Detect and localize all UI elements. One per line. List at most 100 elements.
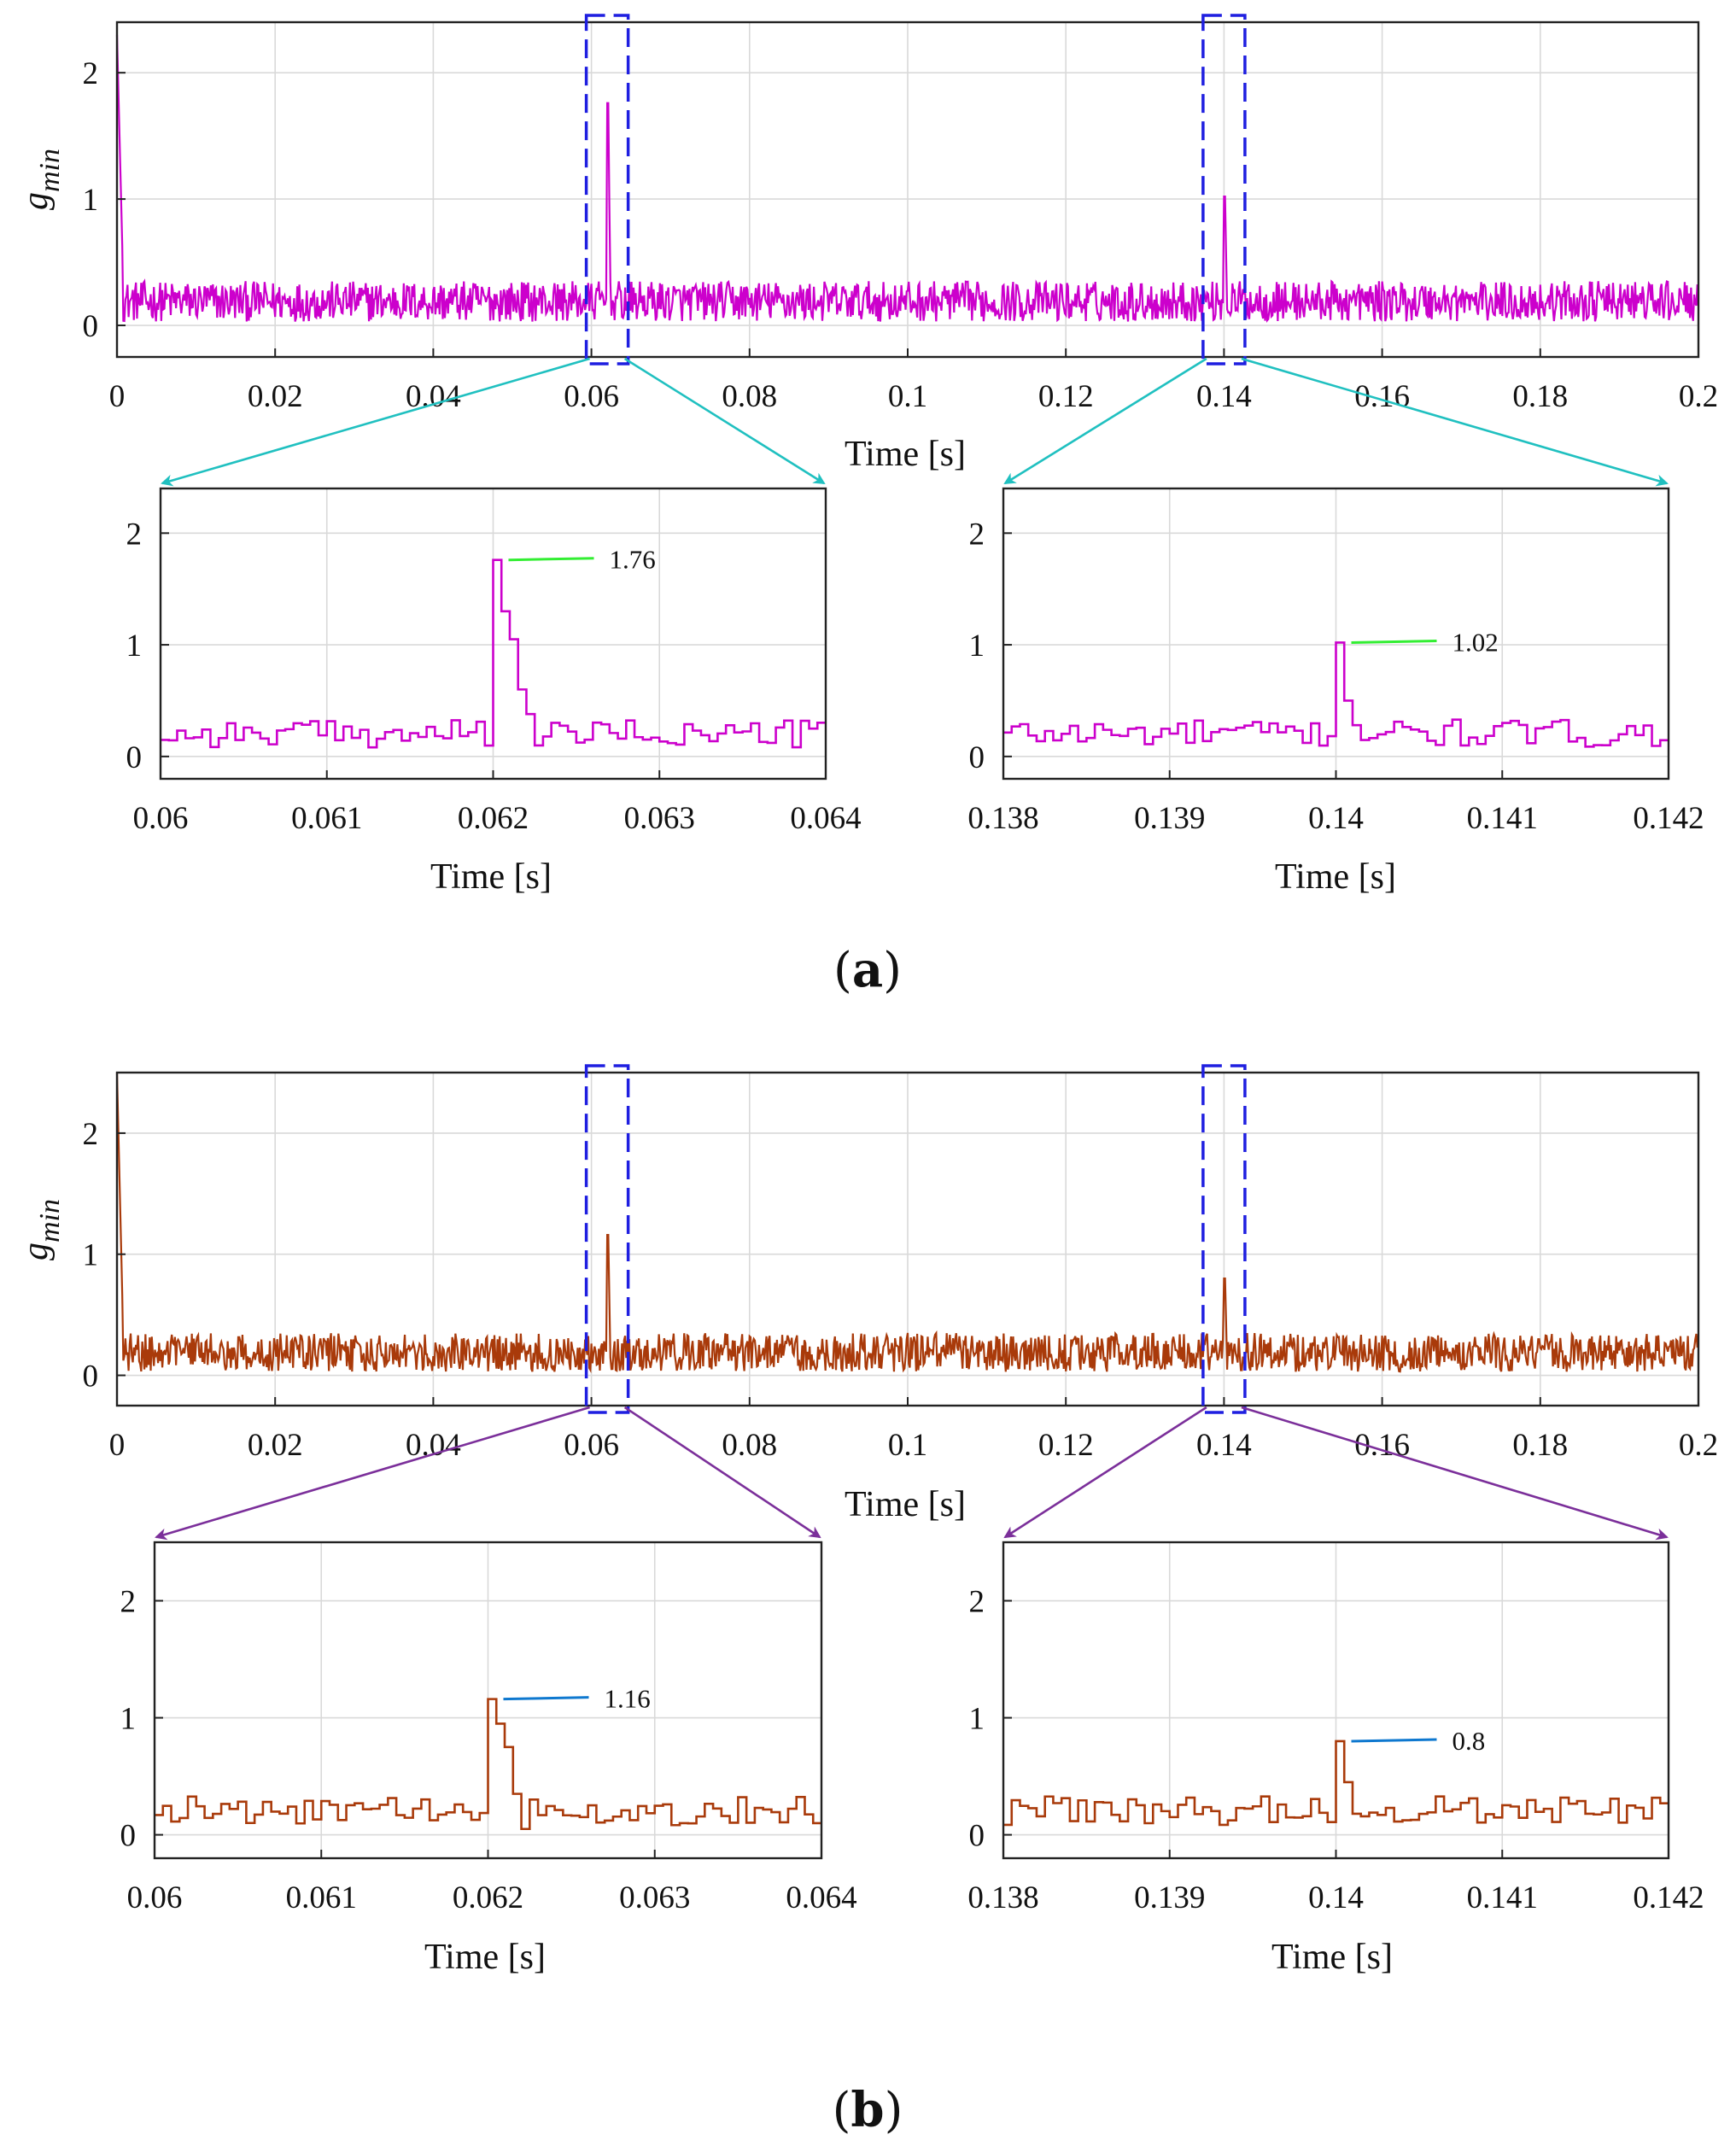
x-tick-label: 0.2	[1679, 1428, 1718, 1463]
zoom-arrow-b	[155, 1406, 590, 1541]
trace-b-zoom2	[1003, 1740, 1669, 1827]
x-tick-label: 0.14	[1308, 801, 1364, 836]
x-tick-label: 0.141	[1467, 1880, 1538, 1915]
x-tick-label: 0.063	[624, 801, 695, 836]
zoom-box-b	[1201, 1064, 1247, 1414]
x-tick-label: 0.18	[1512, 379, 1568, 414]
trace-b-zoom1	[155, 1698, 821, 1831]
x-tick-label: 0.12	[1038, 379, 1094, 414]
y-tick-label: 2	[83, 56, 99, 91]
y-tick-label: 2	[126, 517, 143, 552]
x-tick-label: 0.064	[790, 801, 861, 836]
zoom-box-a	[584, 14, 630, 365]
x-tick-label: 0.2	[1679, 379, 1718, 414]
peak-annotation: 1.16	[605, 1684, 651, 1714]
x-tick-label: 0.14	[1196, 1428, 1252, 1463]
x-tick-label: 0.06	[564, 1428, 619, 1463]
y-tick-label: 0	[83, 309, 99, 344]
y-tick-label: 0	[969, 740, 985, 775]
x-tick-label: 0.1	[888, 1428, 927, 1463]
x-tick-label: 0.1	[888, 379, 927, 414]
x-tick-label: 0.062	[453, 1880, 523, 1915]
x-tick-label: 0.08	[722, 1428, 777, 1463]
y-tick-label: 0	[126, 740, 143, 775]
x-axis-label-a-zoom2: Time [s]	[1275, 857, 1396, 897]
x-tick-label: 0.14	[1196, 379, 1252, 414]
y-tick-label: 0	[969, 1819, 985, 1854]
y-tick-label: 1	[126, 629, 143, 664]
zoom-arrow-b	[623, 1406, 821, 1539]
x-tick-label: 0.18	[1512, 1428, 1568, 1463]
traces-layer	[115, 34, 1700, 1831]
x-tick-label: 0.138	[967, 801, 1038, 836]
x-tick-label: 0	[109, 1428, 126, 1463]
y-axis-label-b: gmin	[16, 1199, 66, 1260]
y-tick-label: 2	[969, 517, 985, 552]
annotation-leader	[1351, 639, 1437, 644]
y-axis-label-a: gmin	[16, 149, 66, 210]
axes-frame-b-main	[115, 1071, 1700, 1407]
x-tick-label: 0.063	[619, 1880, 690, 1915]
x-tick-label: 0.139	[1134, 1880, 1205, 1915]
x-tick-label: 0.12	[1038, 1428, 1094, 1463]
x-tick-label: 0	[109, 379, 126, 414]
y-tick-label: 0	[120, 1819, 137, 1854]
peak-annotation: 1.76	[610, 545, 656, 575]
y-tick-label: 1	[83, 1238, 99, 1273]
x-axis-label-a-main: Time [s]	[845, 435, 966, 474]
x-tick-label: 0.06	[564, 379, 619, 414]
annotation-leader	[503, 1696, 589, 1701]
x-tick-label: 0.06	[133, 801, 189, 836]
x-tick-label: 0.06	[127, 1880, 183, 1915]
annotation-leader	[1351, 1738, 1437, 1743]
zoom-arrow-a	[1003, 357, 1207, 485]
trace-a-zoom1	[161, 558, 826, 749]
y-tick-label: 0	[83, 1360, 99, 1395]
panel-label-b: (b)	[833, 2082, 903, 2138]
axes-frame-b-zoom1	[153, 1541, 823, 1860]
x-tick-label: 0.04	[406, 379, 461, 414]
x-tick-label: 0.138	[967, 1880, 1038, 1915]
axes-frame-b-zoom2	[1002, 1541, 1670, 1860]
y-tick-label: 2	[83, 1117, 99, 1152]
y-tick-label: 1	[120, 1702, 137, 1737]
y-tick-label: 2	[969, 1585, 985, 1620]
trace-a-main	[115, 34, 1700, 323]
trace-a-zoom2	[1003, 641, 1669, 748]
zoom-arrow-b	[1003, 1406, 1207, 1539]
peak-annotation: 1.02	[1453, 627, 1499, 657]
frames-layer: 0 0.02 0.04 0.06 0.08 0.1 0.12 0.14 0.16 0.18 0.20…	[83, 20, 1718, 1915]
x-axis-label-a-zoom1: Time [s]	[430, 857, 552, 897]
x-tick-label: 0.061	[286, 1880, 357, 1915]
axes-frame-a-zoom1	[159, 487, 827, 781]
x-tick-label: 0.16	[1354, 379, 1410, 414]
y-tick-label: 1	[969, 629, 985, 664]
x-axis-label-b-main: Time [s]	[845, 1485, 966, 1524]
x-tick-label: 0.062	[458, 801, 529, 836]
axes-frame-a-zoom2	[1002, 487, 1670, 781]
trace-b-main	[115, 1072, 1700, 1374]
zoom-arrow-a	[623, 357, 826, 485]
x-tick-label: 0.139	[1134, 801, 1205, 836]
x-axis-label-b-zoom1: Time [s]	[424, 1938, 546, 1977]
zoom-arrow-b	[1241, 1406, 1669, 1541]
axes-frame-a-main	[115, 20, 1700, 359]
zoom-arrow-a	[1241, 357, 1669, 487]
x-axis-label-b-zoom2: Time [s]	[1271, 1938, 1393, 1977]
zoom-arrow-a	[161, 357, 590, 487]
y-tick-label: 2	[120, 1585, 137, 1620]
x-tick-label: 0.04	[406, 1428, 461, 1463]
x-tick-label: 0.02	[248, 1428, 303, 1463]
x-tick-label: 0.064	[786, 1880, 856, 1915]
panel-label-a: (a)	[833, 942, 902, 998]
x-tick-label: 0.142	[1633, 801, 1704, 836]
x-tick-label: 0.08	[722, 379, 777, 414]
zoom-box-a	[1201, 14, 1247, 365]
annotation-leader	[508, 557, 594, 562]
x-tick-label: 0.142	[1633, 1880, 1704, 1915]
y-tick-label: 1	[969, 1702, 985, 1737]
overlay-layer: 1.76 1.02 1.16 0.8	[155, 14, 1669, 1756]
zoom-box-b	[584, 1064, 630, 1414]
x-tick-label: 0.14	[1308, 1880, 1364, 1915]
